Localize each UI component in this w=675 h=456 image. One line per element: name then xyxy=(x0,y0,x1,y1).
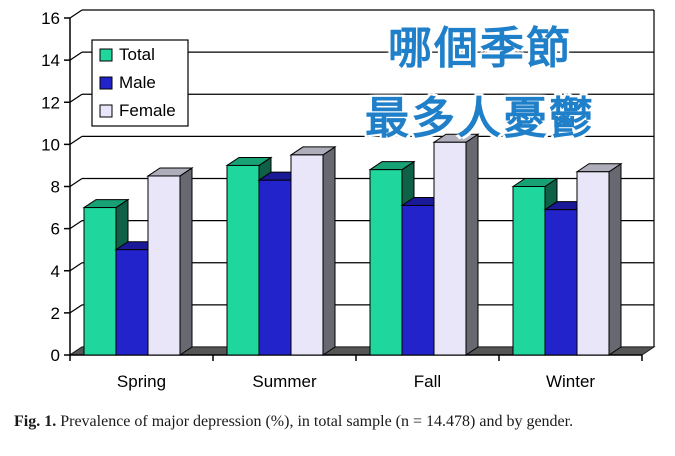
legend-label-female: Female xyxy=(119,101,176,120)
legend-swatch-female xyxy=(99,104,113,118)
y-tick-label: 2 xyxy=(51,304,60,323)
bar-layer xyxy=(82,133,623,356)
y-tick-label: 4 xyxy=(51,262,60,281)
bar-front xyxy=(290,154,324,356)
bar-front xyxy=(258,179,292,356)
bar-female-fall xyxy=(432,133,480,356)
overlay-title-line1: 哪個季節 xyxy=(388,23,572,74)
x-tick-label: Spring xyxy=(117,372,166,391)
y-tick-label: 6 xyxy=(51,220,60,239)
bar-front xyxy=(544,209,578,356)
bar-front xyxy=(83,207,117,356)
bar-side xyxy=(179,167,193,356)
bar-front xyxy=(512,186,546,356)
bar-front xyxy=(369,169,403,356)
bar-front xyxy=(401,204,435,356)
legend-swatch-total xyxy=(99,48,113,62)
bar-chart: 0 2 4 6 8 10 12 14 16 Spring Summer Fall Winter Tota… xyxy=(41,9,656,391)
caption-text: Prevalence of major depression (%), in t… xyxy=(60,413,574,430)
legend: Total Male Female xyxy=(91,39,189,127)
bar-front xyxy=(115,249,149,356)
gridline-depth xyxy=(69,178,83,187)
gridline-depth xyxy=(69,135,83,145)
gridline-depth xyxy=(69,304,83,314)
label-layer: 0 2 4 6 8 10 12 14 16 Spring Summer Fall Winter xyxy=(41,9,595,391)
bar-front xyxy=(576,171,610,356)
overlay-title-line2: 最多人憂鬱 xyxy=(365,93,595,144)
gridline-depth xyxy=(69,9,83,19)
bar-side xyxy=(608,162,622,356)
x-tick-label: Winter xyxy=(546,372,595,391)
figure-caption: Fig. 1. Prevalence of major depression (… xyxy=(14,413,664,431)
bar-front xyxy=(226,164,260,356)
gridline-depth xyxy=(69,220,83,230)
bar-female-winter xyxy=(575,162,623,356)
y-tick-label: 8 xyxy=(51,178,60,197)
gridline-depth xyxy=(69,93,83,103)
legend-swatch-male xyxy=(99,76,113,90)
bar-female-spring xyxy=(146,167,194,356)
bar-front xyxy=(433,141,467,356)
y-tick-label: 10 xyxy=(41,135,60,154)
caption-label: Fig. 1. xyxy=(14,413,57,430)
bar-front xyxy=(147,175,181,356)
x-tick-label: Fall xyxy=(414,372,441,391)
x-tick-label: Summer xyxy=(252,372,317,391)
gridline-depth xyxy=(69,51,83,61)
y-tick-label: 12 xyxy=(41,93,60,112)
bar-side xyxy=(322,145,336,356)
legend-label-total: Total xyxy=(119,45,155,64)
y-tick-label: 0 xyxy=(51,346,60,365)
legend-label-male: Male xyxy=(119,73,156,92)
y-tick-label: 14 xyxy=(41,51,60,70)
y-tick-label: 16 xyxy=(41,9,60,28)
bar-female-summer xyxy=(289,145,337,356)
gridline-depth xyxy=(69,262,83,272)
bar-side xyxy=(465,133,479,356)
